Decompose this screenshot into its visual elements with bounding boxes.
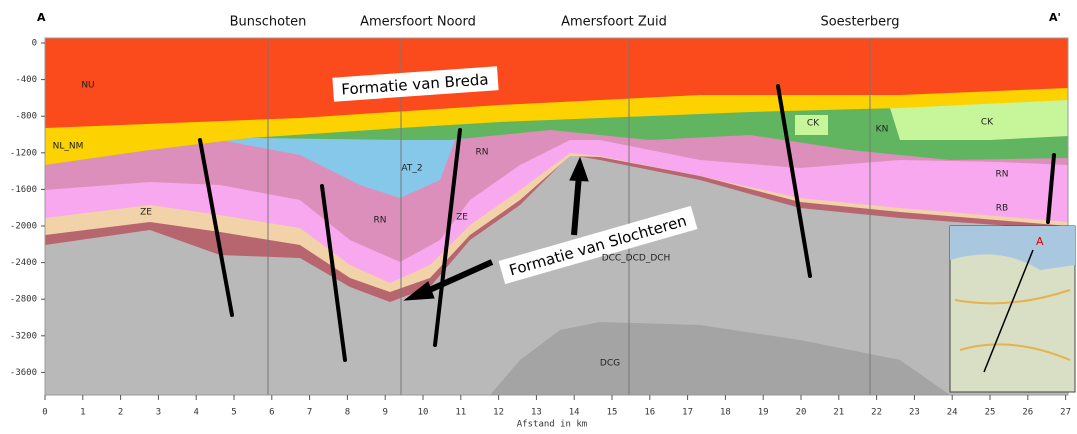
faults (198, 84, 1056, 362)
unit-label: NU (81, 81, 94, 91)
depth-tick: -800 (15, 112, 37, 122)
unit-label: ZE (140, 208, 152, 218)
unit-label: RN (996, 170, 1009, 180)
unit-label: CK (981, 118, 994, 128)
depth-tick: -1600 (10, 185, 37, 195)
place-label: Bunschoten (230, 15, 307, 30)
distance-tick: 16 (644, 408, 655, 418)
unit-label: RN (374, 216, 387, 226)
corner-right: A' (1049, 11, 1061, 24)
distance-tick: 11 (455, 408, 466, 418)
slochteren-box (498, 205, 698, 285)
distance-tick: 24 (947, 408, 958, 418)
distance-tick: 3 (156, 408, 161, 418)
distance-tick: 13 (531, 408, 542, 418)
unit-label: RB (996, 204, 1008, 214)
distance-tick: 22 (871, 408, 882, 418)
place-label: Soesterberg (820, 15, 899, 30)
depth-tick: -400 (15, 75, 37, 85)
dcg (490, 322, 950, 395)
depth-tick: -3200 (10, 331, 37, 341)
distance-tick: 1 (80, 408, 85, 418)
distance-tick: 20 (796, 408, 807, 418)
depth-tick: -1200 (10, 148, 37, 158)
distance-tick: 7 (307, 408, 312, 418)
distance-tick: 2 (118, 408, 123, 418)
unit-label: DCG (600, 359, 620, 369)
distance-tick: 27 (1060, 408, 1071, 418)
unit-label: CK (807, 119, 820, 129)
distance-tick: 14 (569, 408, 580, 418)
inset-map: A (949, 225, 1076, 393)
distance-tick: 18 (720, 408, 731, 418)
distance-tick: 4 (193, 408, 198, 418)
unit-label: DCC_DCD_DCH (602, 254, 671, 264)
distance-tick: 26 (1022, 408, 1033, 418)
distance-tick: 23 (909, 408, 920, 418)
depth-tick: -3600 (10, 368, 37, 378)
arrows (403, 156, 589, 301)
unit-label: AT_2 (401, 164, 422, 174)
unit-label: NL_NM (53, 142, 84, 152)
unit-label: KN (876, 125, 889, 135)
ck-patch (795, 115, 828, 135)
corner-left: A (37, 11, 46, 24)
distance-tick: 10 (418, 408, 429, 418)
distance-tick: 25 (985, 408, 996, 418)
breda-box (332, 66, 499, 102)
distance-tick: 0 (42, 408, 47, 418)
unit-label: ZE (456, 213, 468, 223)
frame (44, 37, 1069, 396)
distance-tick: 6 (269, 408, 274, 418)
depth-tick: -2000 (10, 222, 37, 232)
depth-tick: 0 (32, 39, 37, 49)
distance-tick: 12 (493, 408, 504, 418)
layer-lightgreen (890, 98, 1068, 140)
layer-nu (45, 38, 1068, 128)
distance-tick: 21 (833, 408, 844, 418)
place-label: Amersfoort Zuid (561, 15, 667, 30)
distance-tick: 8 (345, 408, 350, 418)
depth-tick: -2800 (10, 295, 37, 305)
distance-tick: 9 (382, 408, 387, 418)
place-lines (267, 38, 871, 395)
depth-tick: -2400 (10, 258, 37, 268)
distance-tick: 19 (758, 408, 769, 418)
x-axis-label: Afstand in km (517, 420, 587, 430)
distance-tick: 15 (607, 408, 618, 418)
distance-tick: 5 (231, 408, 236, 418)
place-label: Amersfoort Noord (360, 15, 476, 30)
unit-label: RN (476, 148, 489, 158)
distance-tick: 17 (682, 408, 693, 418)
svg-text:A: A (1036, 235, 1044, 248)
